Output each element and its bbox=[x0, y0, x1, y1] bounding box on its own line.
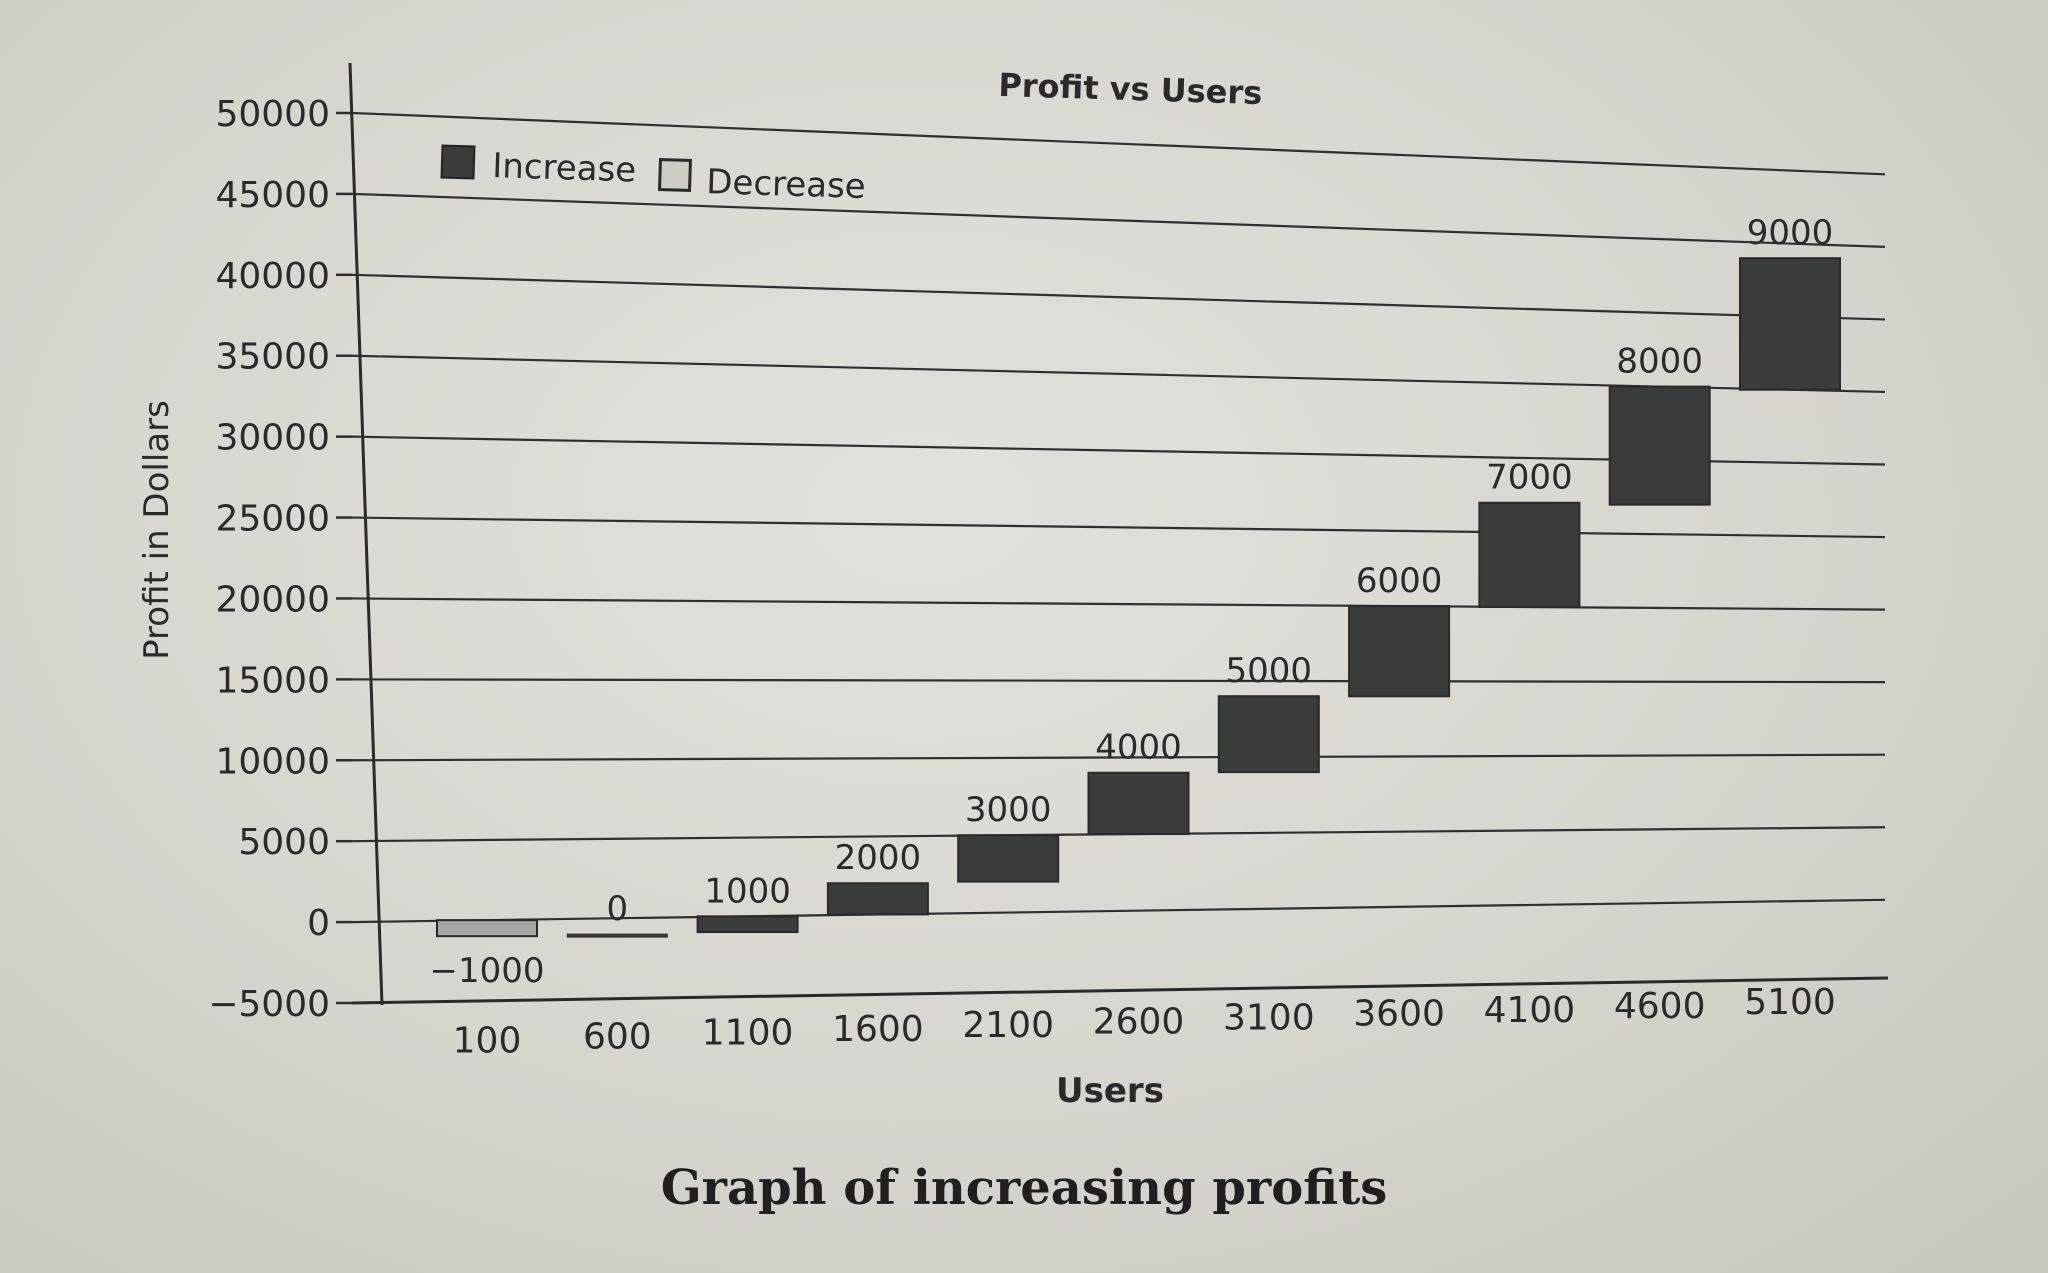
x-tick-label: 1100 bbox=[702, 1013, 794, 1054]
x-tick-label: 100 bbox=[453, 1020, 522, 1061]
bar-increase bbox=[1348, 605, 1451, 698]
legend: Increase Decrease bbox=[440, 144, 867, 207]
x-tick-label: 4600 bbox=[1614, 986, 1706, 1027]
data-label: −1000 bbox=[429, 951, 544, 991]
x-tick-label: 600 bbox=[583, 1016, 652, 1057]
gridline bbox=[351, 516, 1886, 539]
x-axis-line bbox=[351, 976, 1889, 1005]
y-tick-label: 5000 bbox=[238, 822, 330, 863]
y-tick-label: 20000 bbox=[215, 579, 330, 620]
x-tick-label: 1600 bbox=[832, 1009, 924, 1050]
data-label: 6000 bbox=[1356, 561, 1443, 601]
y-axis-title: Profit in Dollars bbox=[137, 400, 177, 660]
data-label: 5000 bbox=[1226, 651, 1313, 691]
y-tick-label: 45000 bbox=[215, 175, 330, 216]
bar-increase bbox=[566, 933, 668, 938]
gridline bbox=[351, 597, 1886, 611]
gridline bbox=[351, 678, 1886, 684]
bar-increase bbox=[696, 915, 799, 934]
y-tick-label: 30000 bbox=[215, 418, 330, 459]
bar-increase bbox=[1739, 257, 1841, 391]
bar-increase bbox=[1087, 771, 1190, 836]
data-label: 1000 bbox=[704, 871, 791, 911]
data-label: 0 bbox=[606, 889, 628, 929]
legend-label-decrease: Decrease bbox=[706, 162, 867, 207]
y-tick-label: 35000 bbox=[215, 337, 330, 378]
legend-label-increase: Increase bbox=[492, 146, 637, 190]
gridline bbox=[351, 111, 1886, 176]
chart-title: Profit vs Users bbox=[998, 66, 1263, 112]
bar-increase bbox=[1478, 501, 1581, 609]
bar-increase bbox=[1217, 695, 1320, 774]
y-tick-label: 15000 bbox=[215, 660, 330, 701]
x-tick-label: 2100 bbox=[962, 1005, 1054, 1046]
bar-increase bbox=[826, 882, 929, 916]
legend-swatch-decrease bbox=[657, 157, 693, 193]
data-label: 2000 bbox=[835, 838, 922, 878]
x-axis-title: Users bbox=[1056, 1071, 1164, 1111]
axes: 5000045000400003500030000250002000015000… bbox=[208, 62, 1889, 1061]
x-tick-label: 4100 bbox=[1484, 990, 1576, 1031]
gridline bbox=[351, 753, 1886, 762]
data-labels: −1000 0 1000 2000 3000 4000 5000 6000 7000 8000 90… bbox=[429, 213, 1833, 991]
bars bbox=[436, 257, 1841, 938]
y-tick-label: 0 bbox=[307, 903, 330, 944]
gridlines bbox=[351, 111, 1886, 924]
data-label: 9000 bbox=[1747, 213, 1834, 253]
figure-caption: Graph of increasing profits bbox=[660, 1160, 1388, 1216]
y-tick-label: −5000 bbox=[208, 984, 330, 1025]
y-tick-label: 50000 bbox=[215, 94, 330, 135]
data-label: 4000 bbox=[1095, 728, 1182, 768]
x-tick-label: 2600 bbox=[1093, 1001, 1185, 1042]
data-label: 3000 bbox=[965, 790, 1052, 830]
y-tick-label: 25000 bbox=[215, 499, 330, 540]
bar-decrease bbox=[436, 919, 538, 938]
gridline bbox=[351, 898, 1886, 924]
bar-increase bbox=[957, 834, 1060, 883]
y-tick-label: 40000 bbox=[215, 256, 330, 297]
y-tick-label: 10000 bbox=[215, 741, 330, 782]
x-tick-label: 3100 bbox=[1223, 997, 1315, 1038]
data-label: 8000 bbox=[1616, 342, 1703, 382]
data-label: 7000 bbox=[1486, 458, 1573, 498]
legend-swatch-increase bbox=[440, 144, 476, 180]
gridline bbox=[351, 192, 1886, 248]
y-axis-line bbox=[348, 62, 384, 1006]
x-tick-label: 3600 bbox=[1353, 994, 1445, 1035]
x-tick-label: 5100 bbox=[1744, 982, 1836, 1023]
bar-increase bbox=[1608, 385, 1711, 506]
gridline bbox=[351, 273, 1886, 321]
